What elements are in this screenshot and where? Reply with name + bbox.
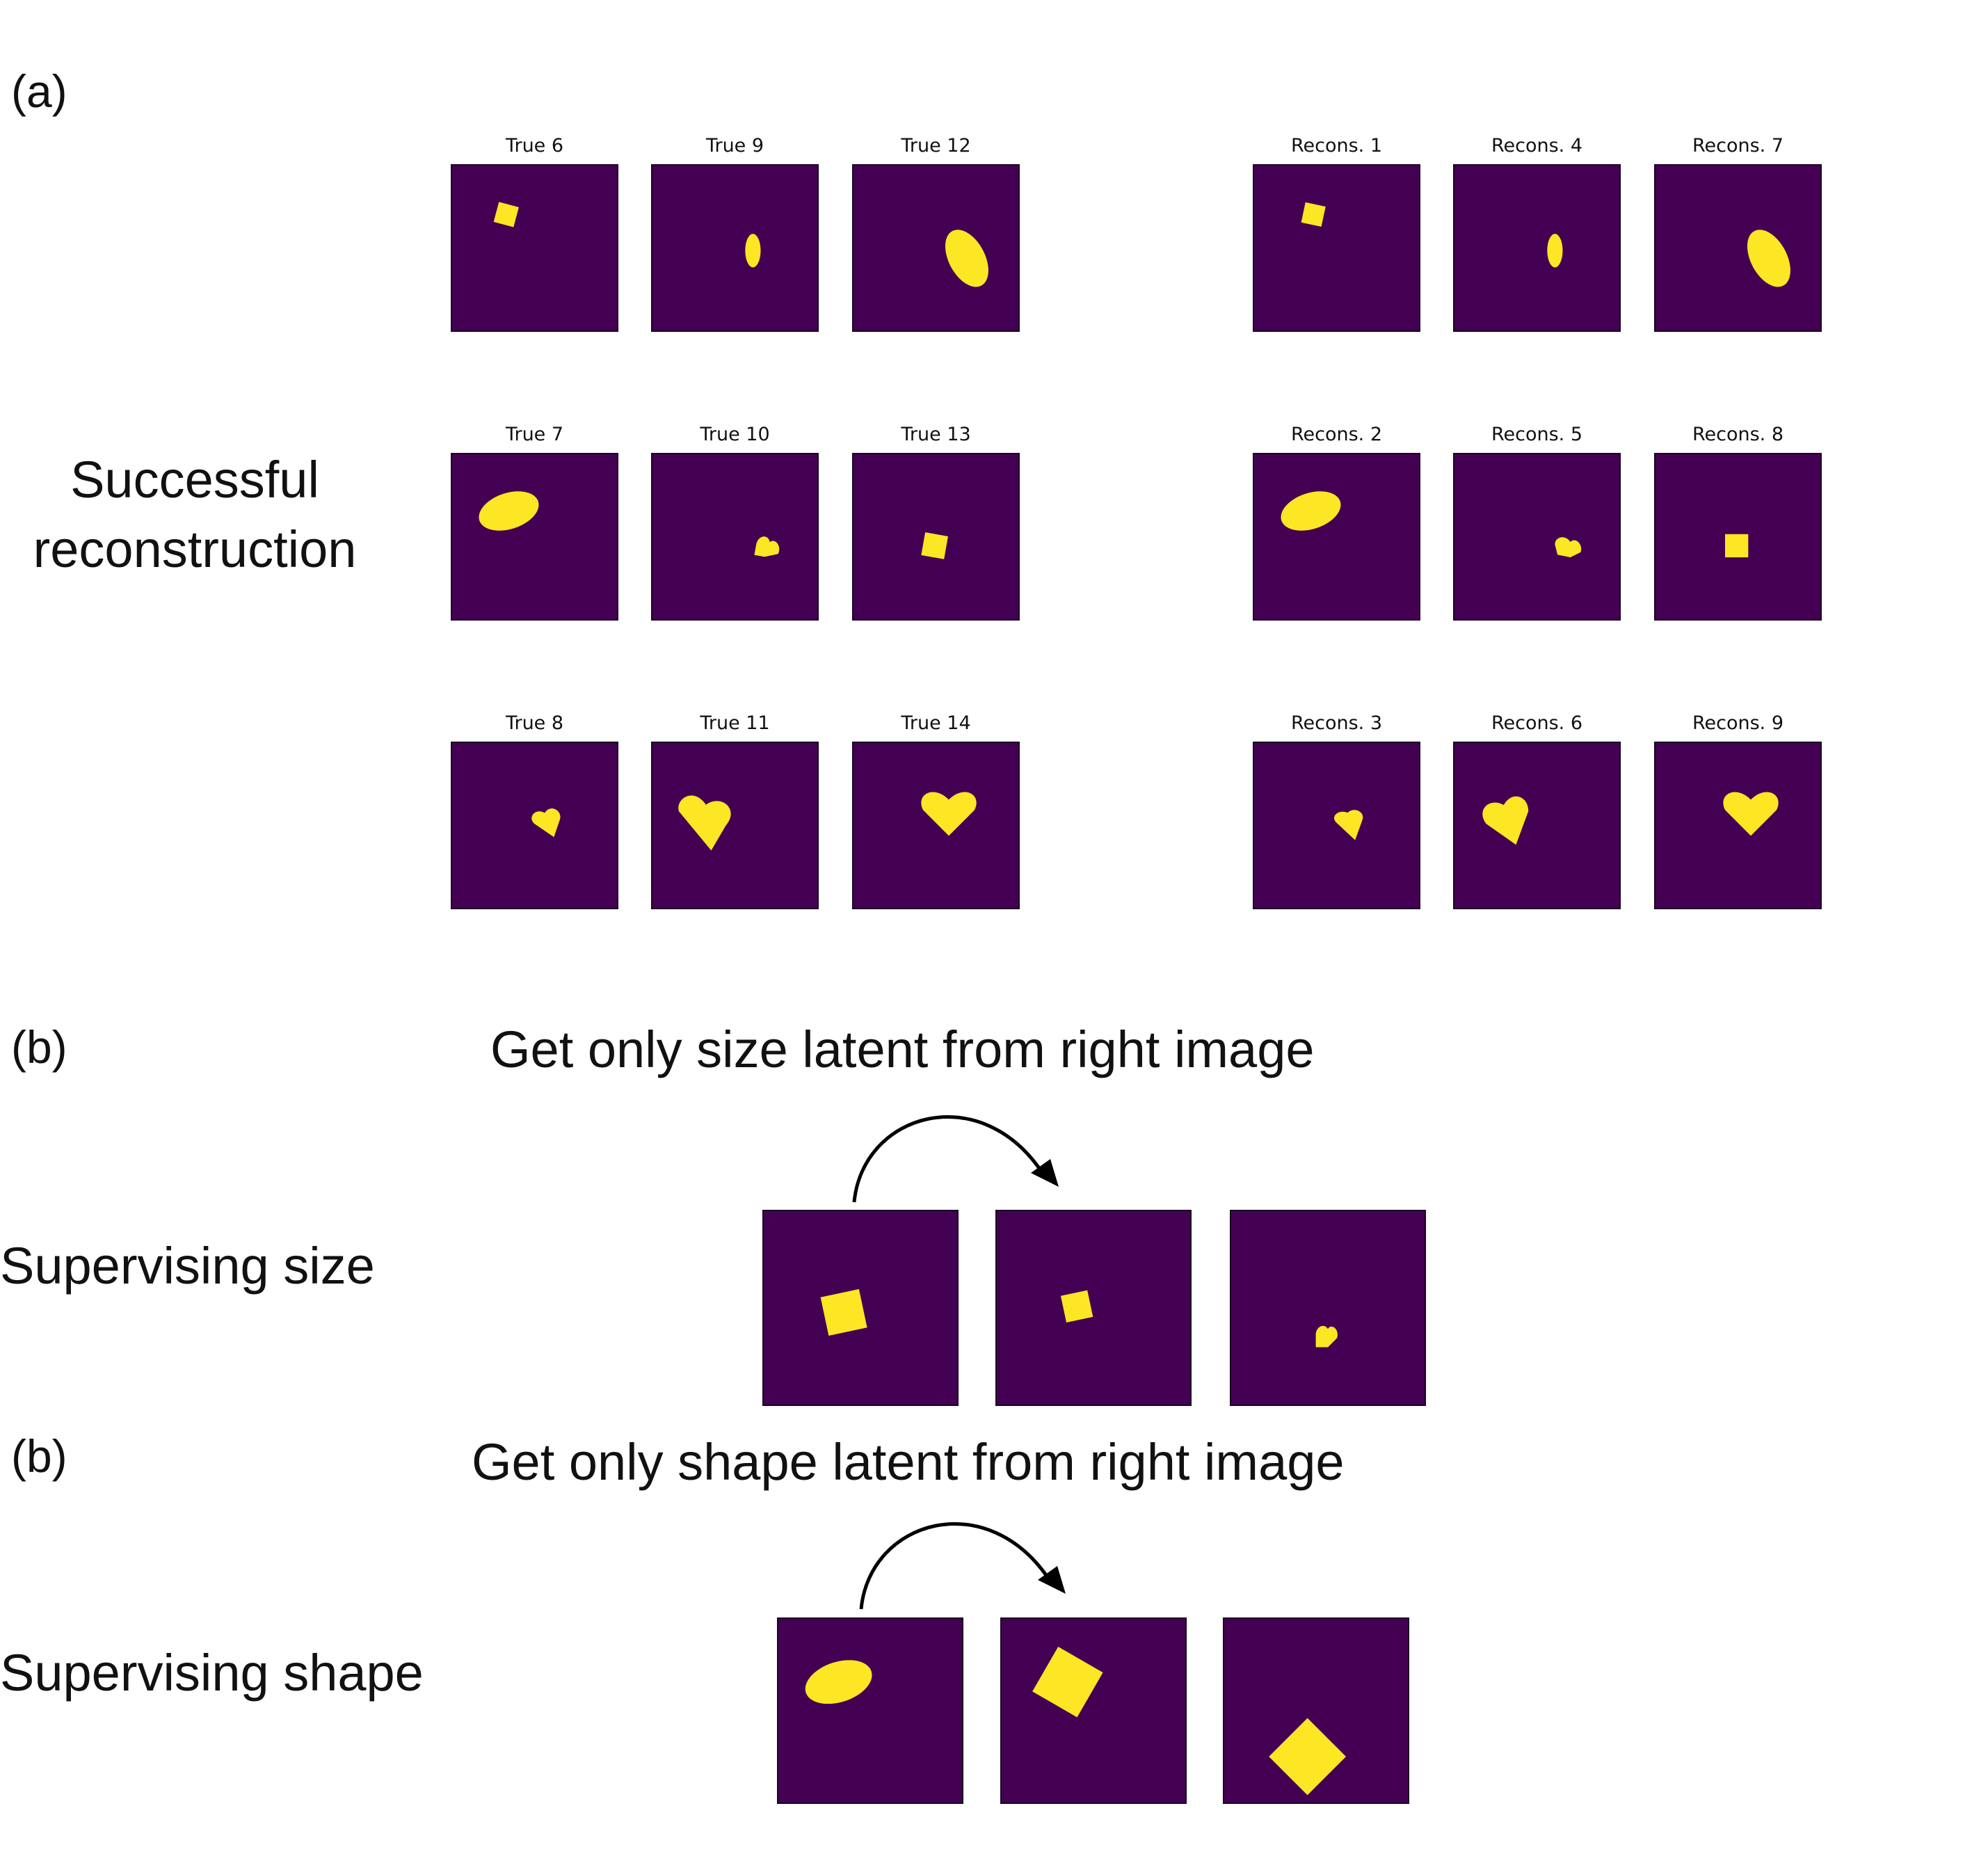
recons-image-6 — [1654, 453, 1822, 621]
recons-title-8: Recons. 6 — [1491, 712, 1583, 734]
recons-title-1: Recons. 1 — [1290, 135, 1383, 157]
true-image-6 — [852, 453, 1020, 621]
size-image-left — [762, 1210, 959, 1406]
true-title-6: True 13 — [901, 424, 971, 445]
size-image-right — [1230, 1210, 1426, 1406]
recons-image-1 — [1253, 164, 1420, 332]
recons-title-7: Recons. 3 — [1290, 712, 1383, 734]
recons-title-2: Recons. 4 — [1491, 135, 1583, 157]
size-heading: Get only size latent from right image — [490, 1021, 1315, 1078]
true-image-5 — [651, 453, 819, 621]
recons-title-4: Recons. 2 — [1290, 424, 1383, 445]
recons-image-4 — [1253, 453, 1420, 621]
shape-image-middle — [1000, 1617, 1187, 1804]
recons-image-8 — [1453, 742, 1621, 909]
row-label-successful-reconstruction: Successful reconstruction — [0, 445, 390, 584]
recons-title-3: Recons. 7 — [1692, 135, 1784, 157]
true-title-1: True 6 — [505, 135, 564, 157]
recons-title-5: Recons. 5 — [1491, 424, 1583, 445]
recons-image-3 — [1654, 164, 1822, 332]
recons-image-5 — [1453, 453, 1621, 621]
shape-image-right — [1223, 1617, 1409, 1804]
true-title-2: True 9 — [705, 135, 764, 157]
true-image-7 — [451, 742, 618, 909]
recons-title-6: Recons. 8 — [1692, 424, 1784, 445]
panel-a-label: (a) — [11, 65, 67, 117]
true-image-3 — [852, 164, 1020, 332]
recons-image-9 — [1654, 742, 1822, 909]
true-title-3: True 12 — [901, 135, 971, 157]
row-label-supervising-size: Supervising size — [0, 1237, 375, 1295]
recons-image-7 — [1253, 742, 1420, 909]
shape-arrow-icon — [859, 1521, 1066, 1610]
true-title-7: True 8 — [505, 712, 564, 734]
shape-heading: Get only shape latent from right image — [472, 1433, 1345, 1491]
recons-image-2 — [1453, 164, 1621, 332]
row-label-line-1: Successful — [70, 451, 319, 509]
true-title-9: True 14 — [901, 712, 971, 734]
true-image-8 — [651, 742, 819, 909]
true-image-9 — [852, 742, 1020, 909]
recons-title-9: Recons. 9 — [1692, 712, 1784, 734]
shape-image-left — [777, 1617, 963, 1804]
row-label-supervising-shape: Supervising shape — [0, 1644, 424, 1702]
true-image-1 — [451, 164, 618, 332]
size-image-middle — [995, 1210, 1192, 1406]
row-label-line-2: reconstruction — [33, 520, 357, 578]
true-image-4 — [451, 453, 618, 621]
size-arrow-icon — [852, 1114, 1059, 1203]
panel-b-size-label: (b) — [11, 1021, 67, 1073]
true-title-5: True 10 — [700, 424, 770, 445]
true-image-2 — [651, 164, 819, 332]
true-title-4: True 7 — [505, 424, 564, 445]
panel-b-shape-label: (b) — [11, 1430, 67, 1482]
true-title-8: True 11 — [700, 712, 770, 734]
